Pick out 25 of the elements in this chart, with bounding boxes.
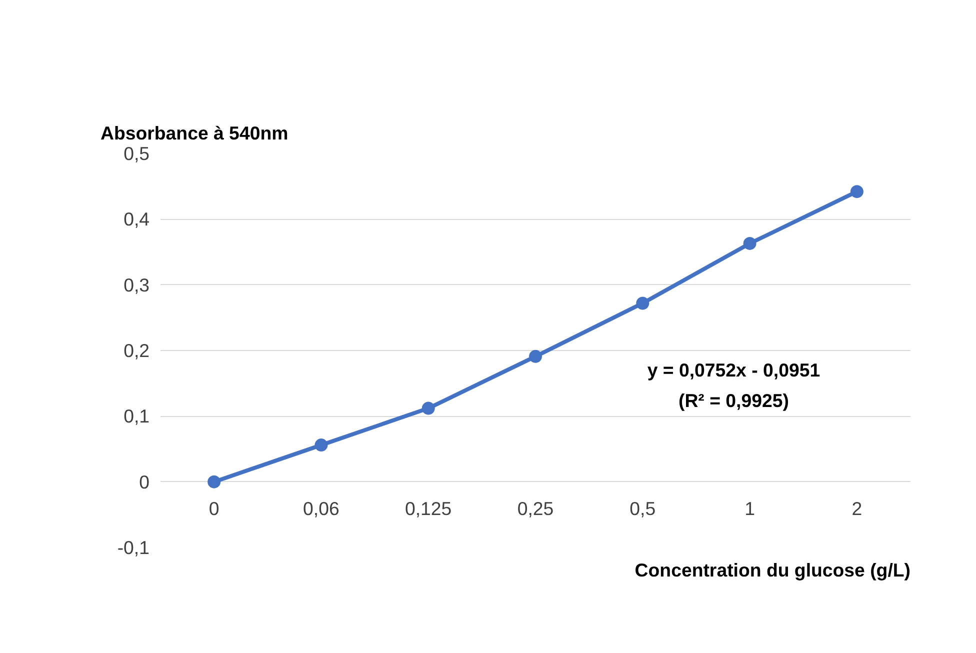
y-tick-label: 0,1 xyxy=(124,406,150,427)
x-axis-title: Concentration du glucose (g/L) xyxy=(634,560,911,580)
y-tick-label: -0,1 xyxy=(117,537,150,558)
point xyxy=(314,438,328,452)
x-tick-label: 0,5 xyxy=(630,498,656,519)
x-tick-label: 0,125 xyxy=(405,498,452,519)
point xyxy=(636,296,650,310)
x-tick-label: 0,06 xyxy=(303,498,340,519)
y-tick-label: 0,4 xyxy=(124,208,150,230)
point xyxy=(850,185,864,198)
point xyxy=(529,350,542,363)
point xyxy=(422,402,435,415)
y-tick-label: 0,3 xyxy=(124,274,150,296)
x-tick-label: 0,25 xyxy=(517,498,554,519)
point xyxy=(743,236,756,250)
point xyxy=(208,475,221,488)
x-tick-label: 2 xyxy=(852,498,862,519)
y-tick-label: 0,2 xyxy=(124,340,150,361)
x-tick-label: 1 xyxy=(744,498,755,519)
annotation: y = 0,0752x - 0,0951 xyxy=(647,360,820,381)
y-axis-title: Absorbance à 540nm xyxy=(100,122,288,144)
x-tick-label: 0 xyxy=(208,498,220,519)
y-tick-label: 0,5 xyxy=(124,143,150,164)
y-tick-label: 0 xyxy=(139,471,150,492)
annotation: (R² = 0,9925) xyxy=(678,390,789,411)
